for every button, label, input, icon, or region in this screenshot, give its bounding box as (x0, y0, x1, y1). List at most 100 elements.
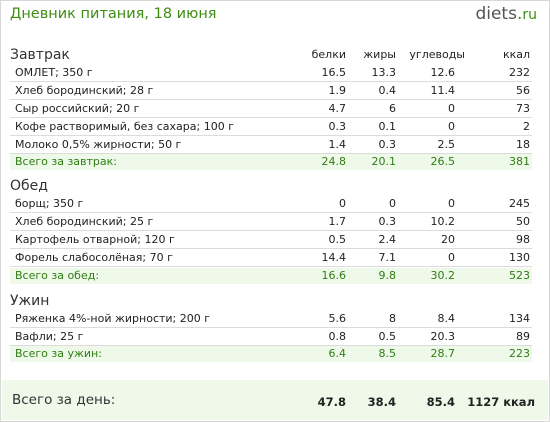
kcal-value: 18 (516, 138, 530, 151)
meal-total-row: Всего за завтрак: 24.8 20.1 26.5 381 (10, 154, 532, 170)
logo-main: diets (475, 4, 517, 24)
table-row: Форель слабосолёная; 70 г 14.4 7.1 0 130 (10, 250, 532, 267)
day-total-label: Всего за день: (12, 392, 116, 408)
protein-total: 16.6 (321, 269, 347, 282)
meal-total-label: Всего за ужин: (15, 347, 102, 360)
meal-title: Обед (10, 178, 48, 194)
column-header-fat: жиры (363, 48, 396, 61)
protein-value: 0.3 (328, 120, 347, 133)
fat-value: 0.4 (378, 84, 397, 97)
day-carbs-total: 85.4 (426, 395, 455, 409)
day-total-row: Всего за день: 47.8 38.4 85.4 1127 ккал (2, 380, 548, 420)
carbs-total: 26.5 (430, 155, 456, 168)
fat-value: 0.1 (378, 120, 397, 133)
protein-value: 1.7 (328, 215, 347, 228)
fat-total: 9.8 (378, 269, 397, 282)
fat-value: 0.5 (378, 330, 397, 343)
day-protein-total: 47.8 (317, 395, 346, 409)
food-name: Вафли; 25 г (15, 330, 84, 343)
food-name: Молоко 0,5% жирности; 50 г (15, 138, 182, 151)
kcal-value: 130 (509, 251, 530, 264)
meal-title: Ужин (10, 293, 50, 309)
meal-title: Завтрак (10, 47, 70, 63)
protein-value: 14.4 (321, 251, 347, 264)
kcal-total: 223 (509, 347, 530, 360)
carbs-total: 28.7 (430, 347, 456, 360)
kcal-value: 2 (523, 120, 530, 133)
carbs-value: 20 (441, 233, 455, 246)
kcal-value: 89 (516, 330, 530, 343)
kcal-value: 73 (516, 102, 530, 115)
carbs-value: 0 (448, 102, 455, 115)
table-row: Молоко 0,5% жирности; 50 г 1.4 0.3 2.5 1… (10, 137, 532, 154)
carbs-value: 2.5 (437, 138, 456, 151)
protein-value: 0.8 (328, 330, 347, 343)
table-row: ОМЛЕТ; 350 г 16.5 13.3 12.6 232 (10, 65, 532, 82)
page-title: Дневник питания, 18 июня (10, 6, 217, 22)
carbs-value: 12.6 (430, 66, 456, 79)
food-name: борщ; 350 г (15, 197, 84, 210)
protein-value: 1.9 (328, 84, 347, 97)
header: Дневник питания, 18 июня diets.ru (0, 0, 550, 36)
table-row: Сыр российский; 20 г 4.7 6 0 73 (10, 101, 532, 118)
fat-value: 0.3 (378, 215, 397, 228)
food-name: Хлеб бородинский; 25 г (15, 215, 154, 228)
logo-dot: . (516, 4, 523, 24)
fat-value: 0.3 (378, 138, 397, 151)
carbs-value: 10.2 (430, 215, 456, 228)
table-row: Хлеб бородинский; 25 г 1.7 0.3 10.2 50 (10, 214, 532, 231)
food-name: ОМЛЕТ; 350 г (15, 66, 93, 79)
protein-value: 4.7 (328, 102, 347, 115)
table-row: Картофель отварной; 120 г 0.5 2.4 20 98 (10, 232, 532, 249)
carbs-value: 20.3 (430, 330, 456, 343)
food-name: Картофель отварной; 120 г (15, 233, 175, 246)
fat-total: 8.5 (378, 347, 397, 360)
food-name: Форель слабосолёная; 70 г (15, 251, 173, 264)
protein-value: 5.6 (328, 312, 347, 325)
fat-total: 20.1 (371, 155, 397, 168)
carbs-value: 11.4 (430, 84, 456, 97)
meal-total-row: Всего за ужин: 6.4 8.5 28.7 223 (10, 346, 532, 362)
kcal-total: 381 (509, 155, 530, 168)
protein-value: 0.5 (328, 233, 347, 246)
carbs-value: 0 (448, 251, 455, 264)
table-row: Кофе растворимый, без сахара; 100 г 0.3 … (10, 119, 532, 136)
table-row: Вафли; 25 г 0.8 0.5 20.3 89 (10, 329, 532, 346)
kcal-value: 134 (509, 312, 530, 325)
site-logo[interactable]: diets.ru (475, 4, 537, 24)
column-header-carbs: углеводы (409, 48, 465, 61)
meal-total-label: Всего за завтрак: (15, 155, 118, 168)
protein-total: 6.4 (328, 347, 347, 360)
food-name: Хлеб бородинский; 28 г (15, 84, 154, 97)
fat-value: 6 (389, 102, 396, 115)
carbs-value: 8.4 (437, 312, 456, 325)
food-name: Сыр российский; 20 г (15, 102, 140, 115)
meal-total-row: Всего за обед: 16.6 9.8 30.2 523 (10, 268, 532, 284)
kcal-value: 245 (509, 197, 530, 210)
fat-value: 7.1 (378, 251, 397, 264)
protein-value: 16.5 (321, 66, 347, 79)
fat-value: 0 (389, 197, 396, 210)
fat-value: 2.4 (378, 233, 397, 246)
carbs-value: 0 (448, 120, 455, 133)
table-row: Ряженка 4%-ной жирности; 200 г 5.6 8 8.4… (10, 311, 532, 328)
column-header-kcal: ккал (502, 48, 530, 61)
logo-tld: ru (522, 7, 537, 23)
fat-value: 8 (389, 312, 396, 325)
table-row: борщ; 350 г 0 0 0 245 (10, 196, 532, 213)
protein-value: 0 (339, 197, 346, 210)
kcal-value: 232 (509, 66, 530, 79)
kcal-value: 56 (516, 84, 530, 97)
protein-total: 24.8 (321, 155, 347, 168)
table-row: Хлеб бородинский; 28 г 1.9 0.4 11.4 56 (10, 83, 532, 100)
food-name: Ряженка 4%-ной жирности; 200 г (15, 312, 211, 325)
carbs-total: 30.2 (430, 269, 456, 282)
kcal-value: 98 (516, 233, 530, 246)
day-fat-total: 38.4 (367, 395, 396, 409)
kcal-total: 523 (509, 269, 530, 282)
kcal-value: 50 (516, 215, 530, 228)
meal-total-label: Всего за обед: (15, 269, 100, 282)
protein-value: 1.4 (328, 138, 347, 151)
carbs-value: 0 (448, 197, 455, 210)
column-header-protein: белки (311, 48, 346, 61)
